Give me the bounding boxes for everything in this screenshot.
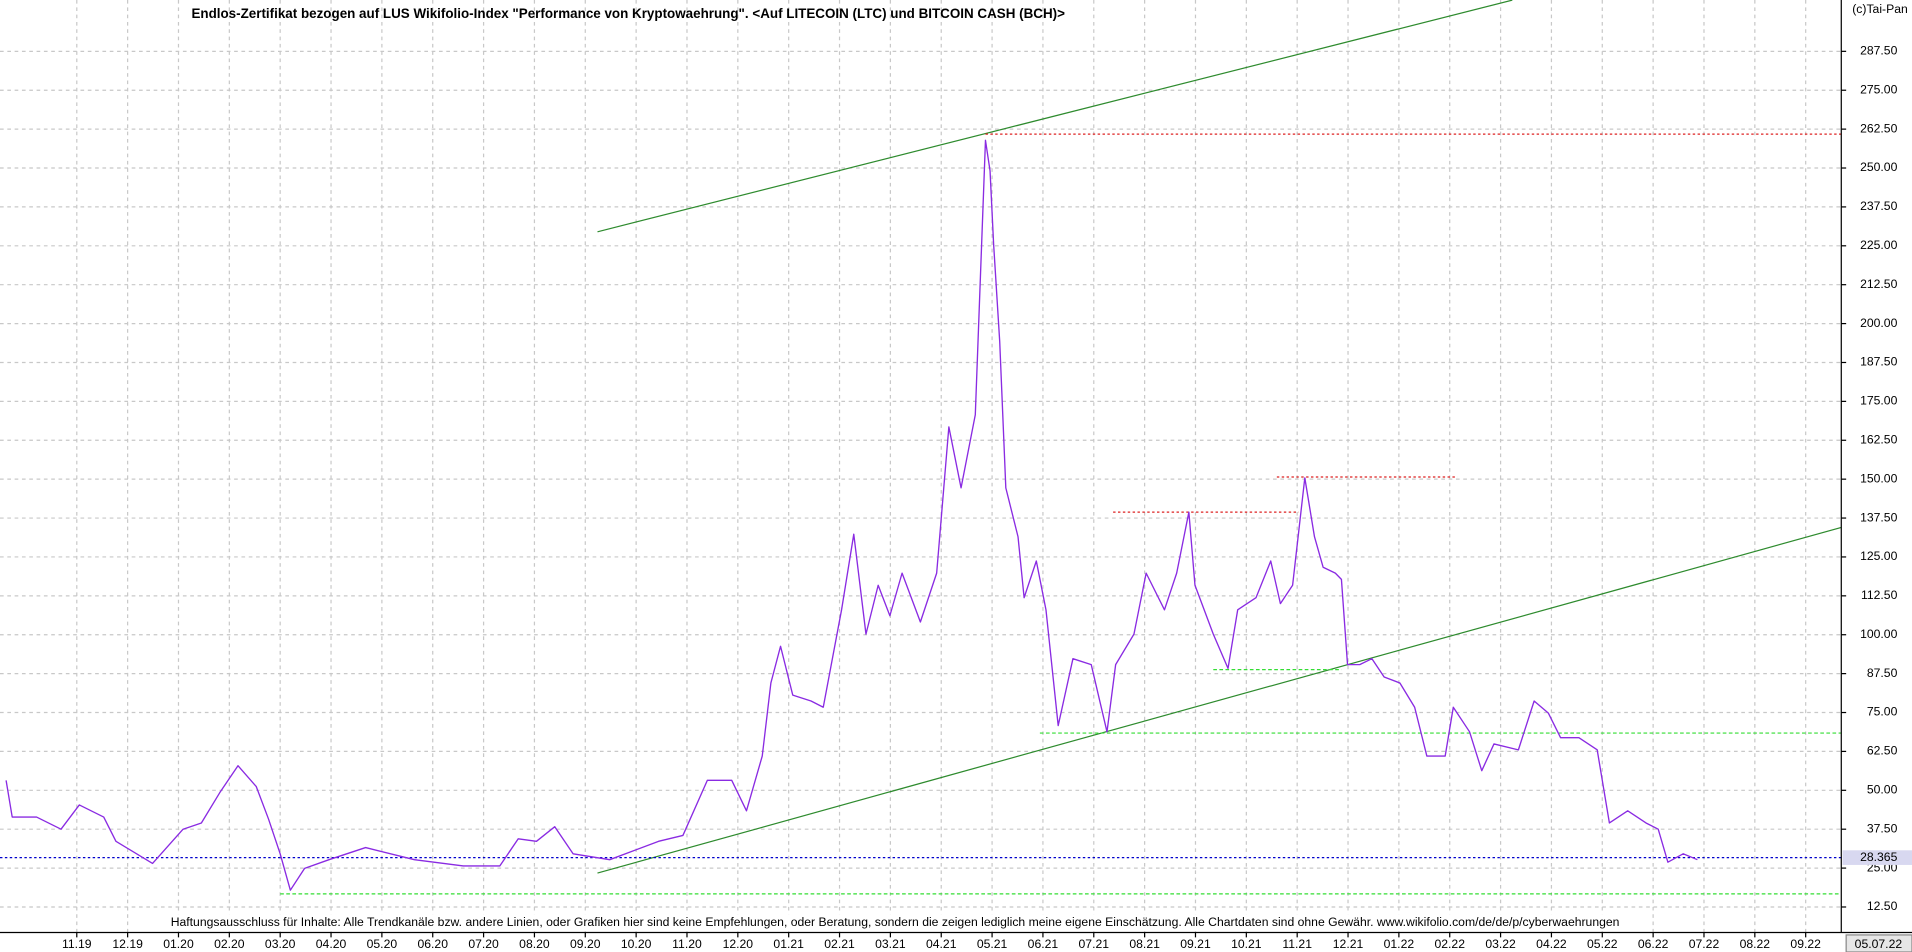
y-tick-label: 212.50 bbox=[1860, 277, 1898, 291]
y-tick-label: 100.00 bbox=[1860, 627, 1898, 641]
x-tick-label: 04.21 bbox=[926, 937, 957, 951]
x-tick-label: 09.21 bbox=[1180, 937, 1211, 951]
reference-line bbox=[597, 0, 1513, 233]
x-tick-label: 05.20 bbox=[367, 937, 398, 951]
plot bbox=[5, 139, 1698, 891]
x-tick-label: 06.20 bbox=[417, 937, 448, 951]
y-tick-label: 137.50 bbox=[1860, 510, 1898, 524]
x-tick-label: 09.22 bbox=[1790, 937, 1821, 951]
price-line bbox=[5, 139, 1698, 891]
x-tick-label: 02.22 bbox=[1434, 937, 1465, 951]
x-tick-label: 06.21 bbox=[1028, 937, 1059, 951]
x-tick-label: 03.20 bbox=[265, 937, 296, 951]
x-tick-label: 11.20 bbox=[672, 937, 702, 951]
y-tick-label: 187.50 bbox=[1860, 355, 1898, 369]
x-tick-label: 01.20 bbox=[163, 937, 194, 951]
x-tick-label: 12.20 bbox=[723, 937, 754, 951]
y-tick-label: 200.00 bbox=[1860, 316, 1898, 330]
x-tick-label: 10.20 bbox=[621, 937, 652, 951]
x-tick-label: 01.22 bbox=[1384, 937, 1415, 951]
last-value-box bbox=[1842, 850, 1912, 865]
y-tick-label: 125.00 bbox=[1860, 549, 1898, 563]
y-tick-label: 250.00 bbox=[1860, 160, 1898, 174]
y-tick-label: 112.50 bbox=[1861, 588, 1898, 602]
axes: 12.5025.0037.5050.0062.5075.0087.50100.0… bbox=[62, 44, 1912, 951]
x-tick-label: 03.22 bbox=[1485, 937, 1516, 951]
y-tick-label: 162.50 bbox=[1860, 432, 1898, 446]
x-tick-label: 05.22 bbox=[1587, 937, 1618, 951]
y-tick-label: 237.50 bbox=[1860, 199, 1898, 213]
x-tick-label: 07.22 bbox=[1689, 937, 1720, 951]
x-tick-label: 01.21 bbox=[773, 937, 804, 951]
disclaimer: Haftungsausschluss für Inhalte: Alle Tre… bbox=[171, 915, 1620, 929]
x-tick-label: 11.21 bbox=[1282, 937, 1312, 951]
x-tick-label: 08.20 bbox=[519, 937, 550, 951]
y-tick-label: 262.50 bbox=[1860, 121, 1898, 135]
chart-title: Endlos-Zertifikat bezogen auf LUS Wikifo… bbox=[191, 6, 1065, 21]
x-tick-label: 04.22 bbox=[1536, 937, 1567, 951]
reference-line bbox=[597, 526, 1842, 874]
x-tick-label: 02.21 bbox=[824, 937, 855, 951]
x-tick-label: 08.21 bbox=[1129, 937, 1160, 951]
x-tick-label: 04.20 bbox=[316, 937, 347, 951]
y-tick-label: 275.00 bbox=[1860, 82, 1898, 96]
y-tick-label: 37.50 bbox=[1867, 821, 1898, 835]
reference-lines bbox=[0, 0, 1842, 895]
disclaimer-background bbox=[164, 914, 1647, 932]
x-tick-label: 05.21 bbox=[977, 937, 1008, 951]
x-tick-label: 09.20 bbox=[570, 937, 601, 951]
grid bbox=[0, 0, 1842, 933]
x-tick-label: 11.19 bbox=[62, 937, 92, 951]
x-tick-label: 02.20 bbox=[214, 937, 245, 951]
y-tick-label: 50.00 bbox=[1867, 783, 1898, 797]
x-tick-label: 07.20 bbox=[468, 937, 499, 951]
x-tick-label: 10.21 bbox=[1231, 937, 1262, 951]
y-tick-label: 62.50 bbox=[1867, 744, 1898, 758]
date-label: 05.07.22 bbox=[1855, 937, 1903, 951]
x-tick-label: 12.21 bbox=[1333, 937, 1364, 951]
y-tick-label: 150.00 bbox=[1860, 471, 1898, 485]
x-tick-label: 12.19 bbox=[112, 937, 143, 951]
y-tick-label: 75.00 bbox=[1867, 705, 1898, 719]
last-value-label: 28.365 bbox=[1860, 850, 1898, 864]
x-tick-label: 03.21 bbox=[875, 937, 906, 951]
y-tick-label: 175.00 bbox=[1860, 394, 1898, 408]
y-tick-label: 225.00 bbox=[1860, 238, 1898, 252]
x-tick-label: 07.21 bbox=[1079, 937, 1110, 951]
y-tick-label: 12.50 bbox=[1867, 899, 1898, 913]
y-tick-label: 287.50 bbox=[1860, 44, 1898, 58]
y-tick-label: 87.50 bbox=[1867, 666, 1898, 680]
x-tick-label: 08.22 bbox=[1740, 937, 1771, 951]
x-tick-label: 06.22 bbox=[1638, 937, 1669, 951]
copyright: (c)Tai-Pan bbox=[1852, 2, 1908, 16]
